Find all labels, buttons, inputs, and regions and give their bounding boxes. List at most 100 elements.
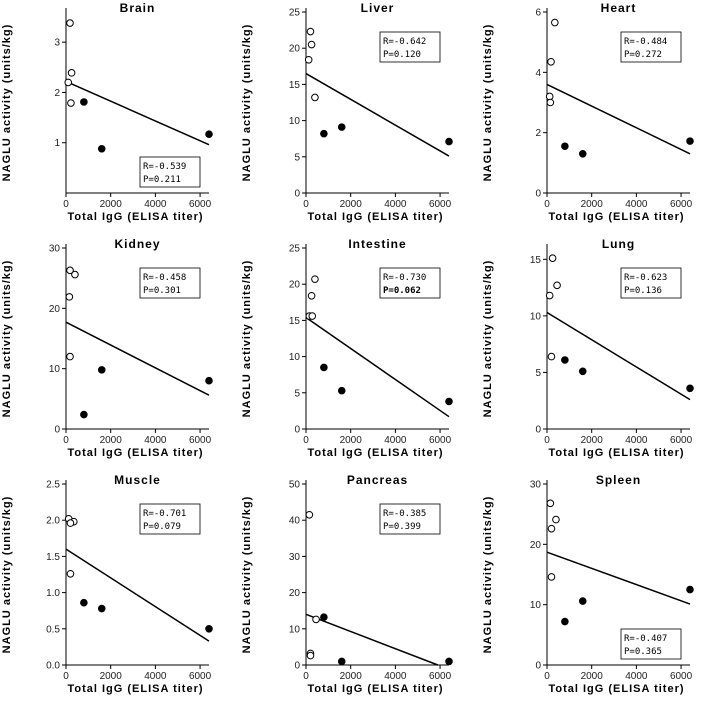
open-point bbox=[66, 569, 75, 578]
filled-point bbox=[561, 142, 569, 151]
stats-p-value: P=0.136 bbox=[624, 286, 662, 296]
x-tick-label: 6000 bbox=[189, 199, 212, 210]
open-point bbox=[548, 254, 557, 262]
panel-title: Muscle bbox=[114, 473, 161, 487]
y-tick-label: 0 bbox=[294, 661, 300, 672]
x-tick-label: 0 bbox=[63, 435, 69, 446]
stats-box bbox=[379, 31, 441, 63]
y-axis-label: NAGLU activity (units/kg) bbox=[241, 260, 253, 418]
y-axis-label: NAGLU activity (units/kg) bbox=[482, 24, 494, 182]
stats-r-value: R=-0.385 bbox=[383, 509, 426, 519]
x-axis-label: Total IgG (ELISA titer) bbox=[307, 683, 443, 695]
open-point bbox=[64, 78, 73, 87]
y-tick-label: 4 bbox=[535, 68, 541, 79]
open-point bbox=[304, 55, 313, 64]
filled-point bbox=[578, 597, 587, 605]
open-point bbox=[65, 293, 74, 301]
open-point bbox=[67, 69, 76, 77]
panel-title: Pancreas bbox=[347, 473, 408, 487]
y-tick-label: 0.5 bbox=[46, 624, 60, 635]
y-tick-label: 30 bbox=[530, 480, 542, 491]
y-tick-label: 15 bbox=[530, 255, 542, 266]
filled-point bbox=[80, 410, 88, 419]
regression-line bbox=[546, 311, 691, 401]
stats-r-value: R=-0.642 bbox=[383, 37, 426, 47]
x-tick-label: 6000 bbox=[429, 671, 452, 682]
y-tick-label: 10 bbox=[530, 311, 542, 322]
panel-title: Brain bbox=[120, 1, 156, 15]
y-axis-label: NAGLU activity (units/kg) bbox=[241, 24, 253, 182]
y-tick-label: 15 bbox=[289, 316, 301, 327]
open-point bbox=[547, 573, 556, 581]
panel-title: Lung bbox=[602, 237, 635, 251]
y-tick-label: 25 bbox=[289, 8, 301, 19]
filled-point bbox=[205, 376, 213, 385]
y-tick-label: 0 bbox=[294, 425, 300, 436]
filled-point bbox=[686, 585, 694, 594]
y-tick-label: 30 bbox=[289, 552, 301, 563]
x-tick-label: 4000 bbox=[144, 199, 167, 210]
open-point bbox=[546, 499, 555, 508]
stats-p-value: P=0.365 bbox=[624, 647, 662, 657]
open-point bbox=[545, 291, 554, 300]
y-tick-label: 0 bbox=[535, 661, 541, 672]
open-point bbox=[66, 519, 75, 527]
x-tick-label: 0 bbox=[544, 435, 550, 446]
x-tick-label: 4000 bbox=[144, 671, 167, 682]
x-tick-label: 6000 bbox=[189, 435, 212, 446]
open-point bbox=[552, 515, 560, 524]
y-axis-label: NAGLU activity (units/kg) bbox=[241, 496, 253, 654]
open-point bbox=[71, 270, 79, 279]
open-point bbox=[547, 352, 556, 361]
y-tick-label: 20 bbox=[49, 304, 61, 315]
y-tick-label: 1 bbox=[54, 138, 60, 149]
regression-line bbox=[65, 80, 210, 146]
open-point bbox=[311, 275, 319, 283]
y-tick-label: 1.0 bbox=[46, 588, 60, 599]
filled-point bbox=[97, 604, 106, 613]
y-tick-label: 0 bbox=[54, 425, 60, 436]
y-tick-label: 40 bbox=[289, 516, 301, 527]
x-axis-label: Total IgG (ELISA titer) bbox=[67, 211, 203, 223]
y-tick-label: 5 bbox=[535, 368, 541, 379]
filled-point bbox=[205, 130, 213, 138]
filled-point bbox=[578, 149, 587, 158]
x-tick-label: 4000 bbox=[625, 199, 648, 210]
stats-p-value: P=0.062 bbox=[383, 286, 421, 296]
y-tick-label: 0 bbox=[294, 189, 300, 200]
x-tick-label: 4000 bbox=[625, 435, 648, 446]
stats-p-value: P=0.272 bbox=[624, 50, 662, 60]
filled-point bbox=[445, 137, 453, 146]
y-axis-label: NAGLU activity (units/kg) bbox=[1, 260, 13, 418]
y-tick-label: 15 bbox=[289, 80, 301, 91]
open-point bbox=[311, 93, 319, 102]
filled-point bbox=[320, 613, 328, 622]
x-tick-label: 4000 bbox=[384, 435, 407, 446]
y-tick-label: 20 bbox=[289, 588, 301, 599]
x-tick-label: 6000 bbox=[429, 435, 452, 446]
x-tick-label: 6000 bbox=[670, 435, 693, 446]
y-tick-label: 1.5 bbox=[46, 552, 60, 563]
x-axis-label: Total IgG (ELISA titer) bbox=[67, 447, 203, 459]
regression-line bbox=[305, 72, 450, 157]
open-point bbox=[547, 524, 556, 533]
filled-point bbox=[561, 356, 569, 364]
regression-line bbox=[546, 83, 691, 155]
y-tick-label: 2.5 bbox=[46, 480, 60, 491]
x-tick-label: 4000 bbox=[625, 671, 648, 682]
filled-point bbox=[337, 386, 346, 395]
stats-r-value: R=-0.539 bbox=[143, 162, 186, 172]
x-tick-label: 2000 bbox=[100, 199, 123, 210]
stats-p-value: P=0.301 bbox=[143, 286, 181, 296]
filled-point bbox=[320, 363, 328, 372]
x-tick-label: 0 bbox=[544, 671, 550, 682]
x-axis-label: Total IgG (ELISA titer) bbox=[548, 211, 684, 223]
x-tick-label: 0 bbox=[303, 671, 309, 682]
filled-point bbox=[578, 367, 587, 376]
open-point bbox=[307, 40, 316, 49]
stats-p-value: P=0.211 bbox=[143, 175, 181, 185]
